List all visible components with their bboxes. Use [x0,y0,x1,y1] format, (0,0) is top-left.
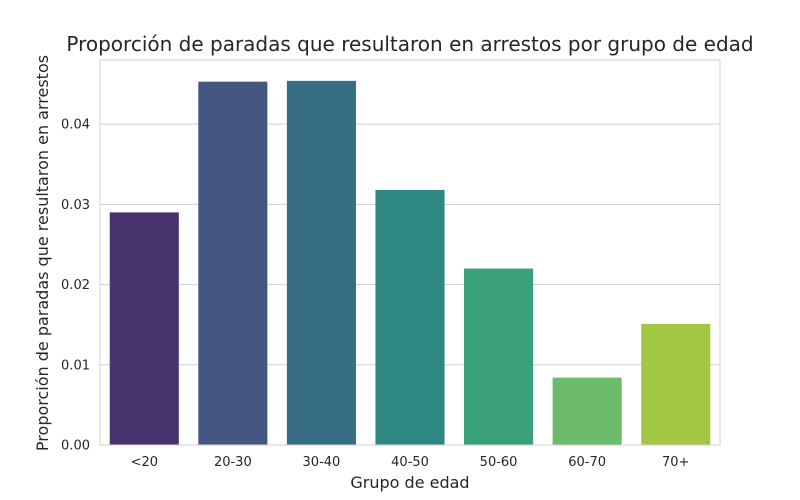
bar-6 [552,377,622,445]
x-axis-label: Grupo de edad [350,473,469,492]
bar-5 [464,268,534,445]
bar-7 [641,323,711,445]
chart-title: Proporción de paradas que resultaron en … [66,32,753,56]
bar-3 [286,80,356,446]
y-tick-label: 0.02 [61,278,90,293]
x-tick-label: 20-30 [214,455,252,470]
y-tick-label: 0.04 [61,118,90,133]
y-tick-label: 0.03 [61,198,90,213]
x-tick-label: 50-60 [480,455,518,470]
y-tick-label: 0.01 [61,358,90,373]
y-tick-label: 0.00 [61,439,90,454]
y-axis-label: Proporción de paradas que resultaron en … [33,55,52,451]
bars [109,80,711,446]
x-tick-label: 60-70 [568,455,606,470]
bar-4 [375,189,445,445]
bar-1 [109,212,179,445]
x-tick-label: <20 [131,455,158,470]
x-tick-label: 70+ [662,455,689,470]
x-tick-label: 40-50 [391,455,429,470]
bar-2 [198,81,268,445]
x-tick-label: 30-40 [303,455,341,470]
x-tick-labels: <20 20-30 30-40 40-50 50-60 60-70 70+ [131,455,690,470]
y-tick-labels: 0.00 0.01 0.02 0.03 0.04 [61,118,90,454]
plot-frame [99,59,721,446]
